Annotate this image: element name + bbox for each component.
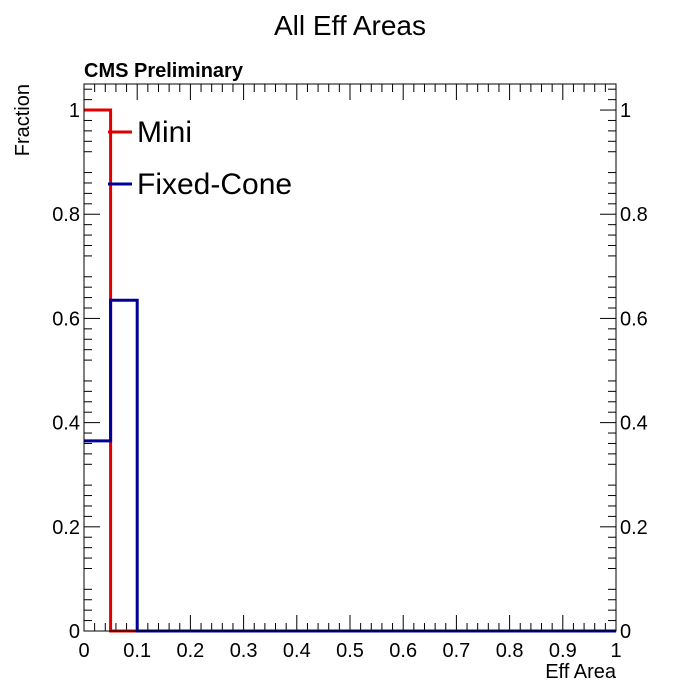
y-tick-label: 1 [69,100,80,122]
y-tick-label: 0 [69,621,80,643]
y-tick-label-right: 0.2 [620,517,648,539]
x-tick-label: 0.8 [496,640,524,662]
y-tick-label-right: 0.6 [620,308,648,330]
legend-label-mini: Mini [137,116,192,149]
y-tick-label-right: 0.8 [620,204,648,226]
x-tick-label: 0 [78,640,89,662]
y-tick-label: 0.2 [52,517,80,539]
x-axis-label: Eff Area [545,661,617,683]
legend: Mini Fixed-Cone [108,116,292,201]
x-tick-label: 1 [610,640,621,662]
x-tick-label: 0.7 [442,640,470,662]
x-tick-label: 0.2 [176,640,204,662]
x-tick-label: 0.5 [336,640,364,662]
x-tick-label: 0.6 [389,640,417,662]
plot-frame [83,83,617,632]
x-tick-label: 0.3 [230,640,258,662]
y-tick-label: 0.6 [52,308,80,330]
y-tick-label-right: 0 [620,621,631,643]
x-tick-label: 0.4 [283,640,311,662]
y-tick-label: 0.4 [52,413,80,435]
y-tick-label-right: 0.4 [620,413,648,435]
axes: 0 0.1 0.2 0.3 0.4 0.5 0.6 0.7 0.8 0.9 10 00.2 0.20.4… [52,84,648,662]
y-tick-label: 0.8 [52,204,80,226]
y-tick-label-right: 1 [620,100,631,122]
x-tick-label: 0.1 [123,640,151,662]
x-tick-label: 0.9 [549,640,577,662]
cms-label: CMS Preliminary [84,60,244,82]
y-axis-label: Fraction [12,84,34,156]
series-line-fixed-cone [84,298,616,633]
legend-label-fixed-cone: Fixed-Cone [137,168,292,201]
chart-title: All Eff Areas [274,10,426,41]
